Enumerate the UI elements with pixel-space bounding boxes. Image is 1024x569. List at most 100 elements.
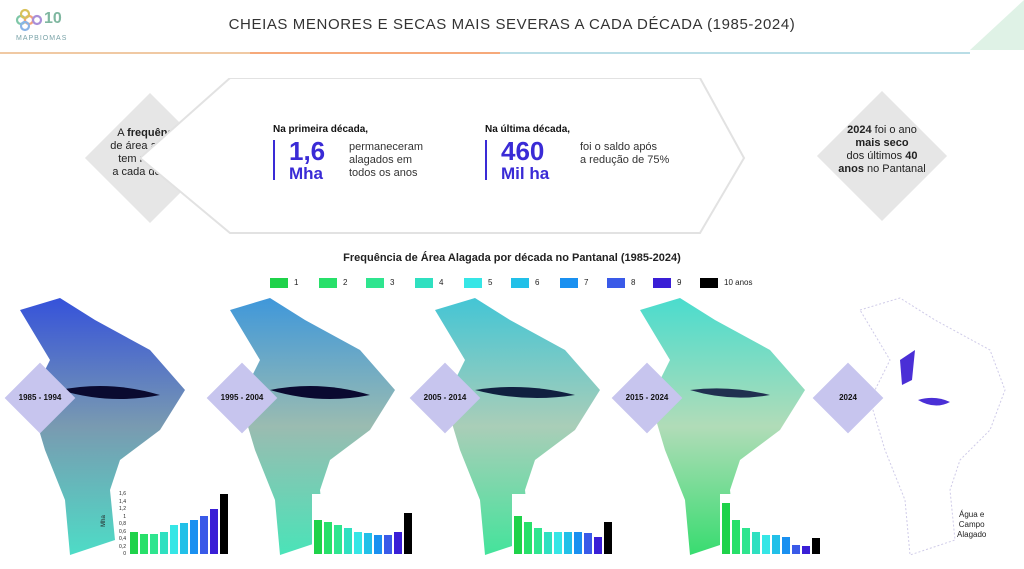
bar-4 [544,532,552,554]
legend-label: 7 [584,278,589,288]
first-decade-number: 1,6 [289,136,326,166]
y-tick-label: 0,2 [119,543,126,550]
bar-7 [782,537,790,554]
dry-year-text: 2024 foi o ano mais seco dos últimos 40 … [838,124,926,175]
legend-label: 9 [677,278,682,288]
arrow-panel [140,78,746,234]
legend-swatch [270,277,288,288]
chart-title: Frequência de Área Alagada por década no… [343,252,681,264]
legend-item: 5 [464,274,493,288]
bar-9 [802,546,810,554]
bar-10 [404,513,412,554]
y-tick-label: 0,8 [119,521,126,527]
legend-swatch [319,277,337,288]
map-2005-2014 [435,298,600,555]
bar-2 [140,534,148,554]
legend-swatch [511,277,529,288]
legend-item: 10 anos [700,274,753,288]
bar-5 [554,532,562,554]
bar-7 [190,520,198,554]
decade-tag-label: 2005 - 2014 [423,393,467,402]
y-axis-label: Mha [100,515,107,527]
first-decade-text: permaneceram alagados em todos os anos [349,141,423,179]
legend-label: 4 [439,278,444,288]
bar-2 [324,522,332,554]
first-decade-label: Na primeira década, [273,124,369,135]
legend-item: 8 [607,274,636,288]
bar-1 [130,532,138,554]
bar-4 [344,528,352,554]
bar-3 [334,525,342,554]
last-decade-bracket [485,140,491,180]
map-2015-2024 [640,298,805,555]
legend-swatch [415,277,433,288]
bar-3 [534,528,542,554]
y-tick-label: 0,4 [119,536,126,542]
header-divider [250,52,500,54]
bar-7 [574,532,582,554]
maps-panel [20,297,1006,556]
legend-item: 3 [366,274,395,288]
decade-bar-chart [312,494,416,554]
y-tick-label: 1,6 [119,491,126,497]
bar-10 [604,522,612,554]
bar-3 [742,528,750,554]
bar-8 [200,516,208,554]
legend-label: 6 [535,278,540,288]
logo-text: MAPBIOMAS [16,35,68,42]
bar-6 [772,535,780,554]
corner-accent [970,0,1024,50]
y-tick-label: 0 [123,551,126,557]
y-tick-label: 1 [123,513,126,520]
bar-1 [514,516,522,554]
bar-5 [354,532,362,554]
decade-bar-chart [512,494,616,554]
first-decade-bracket [273,140,279,180]
legend-swatch [464,277,482,288]
bar-5 [762,535,770,554]
legend-item: 4 [415,274,444,288]
bar-10 [220,494,228,554]
bar-7 [374,535,382,554]
last-decade-text: foi o saldo após a redução de 75% [580,141,670,166]
bar-8 [792,545,800,554]
first-decade-unit: Mha [289,164,323,183]
y-tick-label: 1,2 [119,506,126,512]
bar-9 [394,532,402,554]
legend-swatch [607,277,625,288]
decade-tag-label: 1985 - 1994 [18,393,62,402]
map-2024 [859,297,1006,556]
decade-tag-label: 2015 - 2024 [625,393,669,402]
legend-item: 9 [653,274,682,288]
bar-1 [722,503,730,554]
legend-item: 6 [511,274,540,288]
bar-3 [150,534,158,554]
map-1985-1994 [20,298,185,555]
bar-9 [210,509,218,554]
map-1995-2004 [230,298,395,555]
bar-1 [314,520,322,554]
legend-label: 8 [631,278,636,288]
y-axis: 0 0,2 0,4 0,6 0,8 1 1,2 1,4 1,6 [112,491,128,557]
bar-6 [180,523,188,554]
decade-bar-chart [720,494,824,554]
mapbiomas-logo [15,8,43,32]
bar-6 [364,533,372,554]
decade-tag-label: 2024 [839,393,857,402]
legend-label: 10 anos [724,278,753,288]
legend-swatch [653,277,671,288]
logo-number: 10 [44,10,62,27]
legend-label: 2 [343,278,348,288]
water-label: Água e Campo Alagado [957,510,987,539]
bar-6 [564,532,572,554]
header-divider [0,52,250,54]
legend-swatch [560,277,578,288]
legend-swatch [366,277,384,288]
legend-item: 1 [270,274,298,288]
legend-label: 5 [488,278,493,288]
bar-9 [594,537,602,554]
bar-4 [160,532,168,554]
y-tick-label: 1,4 [119,498,126,505]
bar-10 [812,538,820,554]
legend-label: 3 [390,278,395,288]
